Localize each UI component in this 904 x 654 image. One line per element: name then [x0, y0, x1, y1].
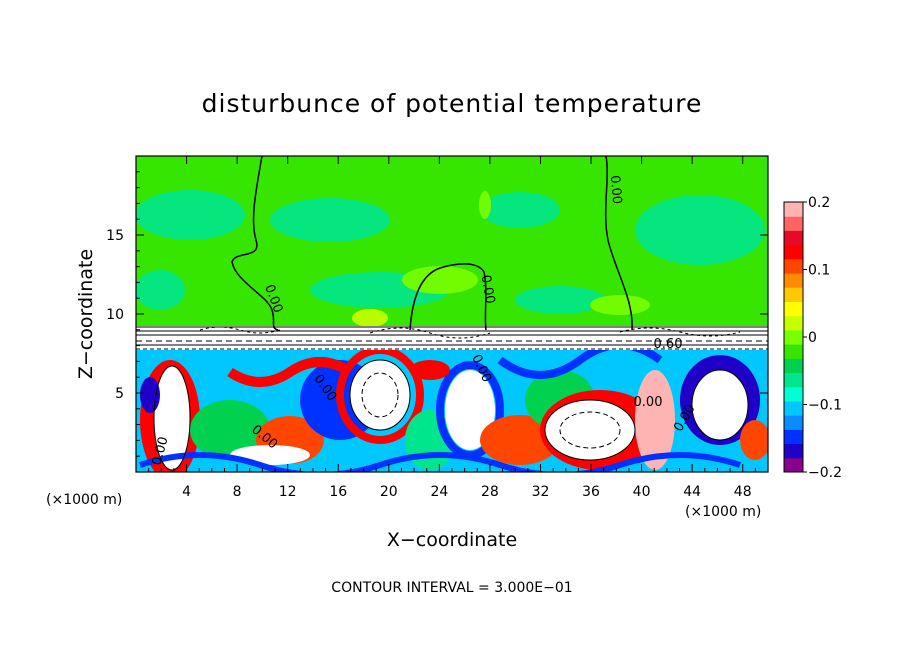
lower-field [136, 350, 768, 472]
contour-label: 0.60 [654, 337, 683, 352]
y-tick-label: 15 [106, 228, 124, 244]
colorbar-segment [784, 244, 803, 260]
x-unit-label-right: (×1000 m) [685, 504, 761, 520]
colorbar-segment [784, 216, 803, 231]
colorbar-segment [784, 344, 803, 359]
colorbar-segment [784, 358, 803, 374]
x-tick-label: 8 [233, 484, 242, 500]
plot-area [136, 156, 768, 472]
y-axis-label: Z−coordinate [75, 249, 97, 379]
colorbar-segment [784, 315, 803, 331]
colorbar-segment [784, 457, 803, 473]
colorbar-segment [784, 329, 803, 345]
colorbar-tick-label: −0.1 [808, 398, 842, 414]
x-tick-label: 28 [481, 484, 499, 500]
colorbar-segment [784, 287, 803, 302]
x-tick-label: 32 [532, 484, 550, 500]
x-tick-label: 20 [380, 484, 398, 500]
y-tick-label: 10 [106, 307, 124, 323]
colorbar-segment [784, 258, 803, 274]
x-tick-label: 44 [683, 484, 701, 500]
contour-label: 0.00 [150, 435, 172, 467]
colorbar-segment [784, 443, 803, 459]
x-tick-label: 48 [734, 484, 752, 500]
transition-band-lines [136, 326, 768, 350]
colorbar-tick-label: −0.2 [808, 465, 842, 481]
colorbar-ticks: 0.2 0.1 0 −0.1 −0.2 [803, 195, 842, 481]
colorbar-segment [784, 230, 803, 246]
x-tick-label: 12 [279, 484, 297, 500]
colorbar-segment [784, 273, 803, 288]
x-tick-label: 40 [633, 484, 651, 500]
colorbar [784, 202, 803, 473]
colorbar-segment [784, 202, 803, 217]
contour-label: 0.00 [634, 395, 663, 410]
colorbar-segment [784, 301, 803, 317]
contour-label: 0.00 [478, 274, 498, 305]
colorbar-segment [784, 372, 803, 388]
x-tick-label: 24 [430, 484, 448, 500]
colorbar-tick-label: 0.1 [808, 263, 830, 279]
transition-band [136, 326, 768, 350]
colorbar-tick-label: 0.2 [808, 195, 830, 211]
chart-title: disturbunce of potential temperature [202, 89, 703, 118]
y-tick-label: 5 [115, 386, 124, 402]
x-tick-label: 16 [329, 484, 347, 500]
x-tick-label: 4 [182, 484, 191, 500]
contour-label: 0.00 [607, 175, 624, 205]
colorbar-segment [784, 400, 803, 416]
colorbar-segment [784, 415, 803, 430]
colorbar-segment [784, 429, 803, 445]
x-axis-ticks: 4 8 12 16 20 24 28 32 36 40 44 48 [148, 156, 756, 500]
colorbar-tick-label: 0 [808, 330, 817, 346]
contour-interval-note: CONTOUR INTERVAL = 3.000E−01 [331, 580, 572, 596]
x-tick-label: 36 [582, 484, 600, 500]
x-axis-label: X−coordinate [387, 529, 517, 551]
zero-contours [231, 156, 633, 331]
x-unit-label-left: (×1000 m) [46, 492, 122, 508]
colorbar-segment [784, 386, 803, 402]
y-axis-ticks: 5 10 15 [106, 171, 768, 457]
